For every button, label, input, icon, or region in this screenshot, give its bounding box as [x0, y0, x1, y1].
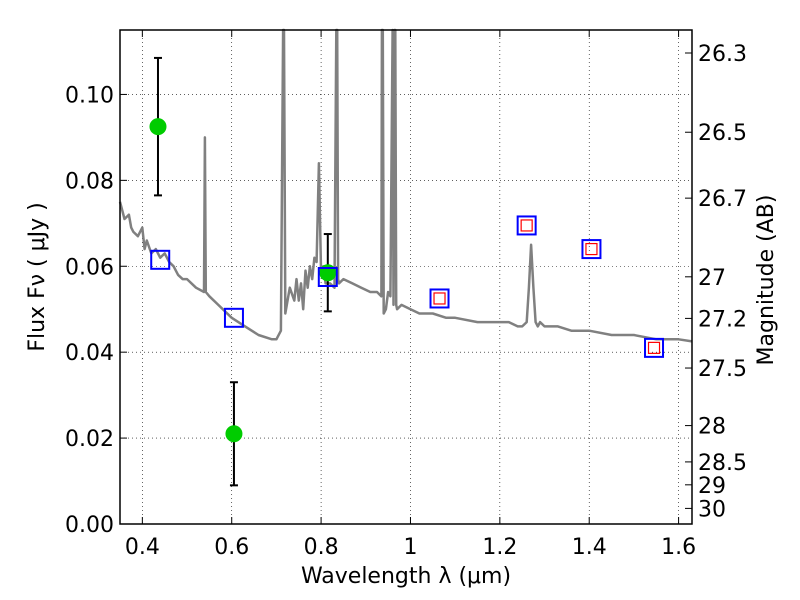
- x-tick-label: 1.6: [661, 535, 696, 560]
- x-tick-labels: 0.4 0.6 0.8 1 1.2 1.4 1.6: [125, 535, 696, 560]
- model-spectrum-layer: [118, 28, 693, 343]
- mag-tick-label: 26.7: [698, 187, 747, 212]
- x-tick-label: 1: [403, 535, 417, 560]
- model-flux-square: [429, 288, 450, 309]
- data-point: [149, 118, 167, 136]
- mag-tick-label: 26.5: [698, 121, 747, 146]
- model-flux-square: [223, 307, 244, 328]
- x-tick-label: 0.4: [125, 535, 160, 560]
- model-flux-square: [644, 337, 665, 358]
- y-tick-label: 0.06: [65, 255, 114, 280]
- tick-marks: [120, 30, 692, 525]
- mag-tick-label: 27.2: [698, 307, 747, 332]
- mag-tick-label: 28: [698, 415, 726, 440]
- y-tick-label: 0.00: [65, 513, 114, 538]
- y-tick-label: 0.08: [65, 169, 114, 194]
- mag-tick-label: 30: [698, 497, 726, 522]
- x-tick-label: 0.6: [214, 535, 249, 560]
- model-flux-square: [516, 215, 537, 236]
- mag-tick-label: 27: [698, 266, 726, 291]
- mag-tick-label: 26.3: [698, 42, 747, 67]
- y-tick-label: 0.02: [65, 427, 114, 452]
- model-flux-square: [317, 267, 338, 287]
- x-tick-label: 0.8: [304, 535, 339, 560]
- model-flux-square: [581, 239, 602, 260]
- model-flux-square: [150, 249, 171, 270]
- spectrum-line: [118, 28, 693, 343]
- x-axis-label: Wavelength λ (μm): [301, 564, 511, 589]
- mag-tick-label: 27.5: [698, 357, 747, 382]
- x-tick-label: 1.4: [572, 535, 607, 560]
- y-tick-label: 0.04: [65, 341, 114, 366]
- right-axis-label: Magnitude (AB): [754, 195, 779, 366]
- synthetic-flux-square: [647, 341, 661, 354]
- y-tick-label: 0.10: [65, 83, 114, 108]
- x-tick-label: 1.2: [482, 535, 517, 560]
- synthetic-flux-square: [585, 242, 598, 256]
- data-points-layer: [149, 118, 665, 443]
- mag-tick-label: 29: [698, 474, 726, 499]
- synthetic-flux-square: [520, 219, 533, 232]
- synthetic-flux-square: [433, 292, 446, 305]
- y-axis-label: Flux Fν ( μJy ): [25, 202, 50, 351]
- data-point: [225, 425, 243, 443]
- y-tick-labels: 0.00 0.02 0.04 0.06 0.08 0.10: [65, 83, 114, 538]
- mag-tick-label: 28.5: [698, 451, 747, 476]
